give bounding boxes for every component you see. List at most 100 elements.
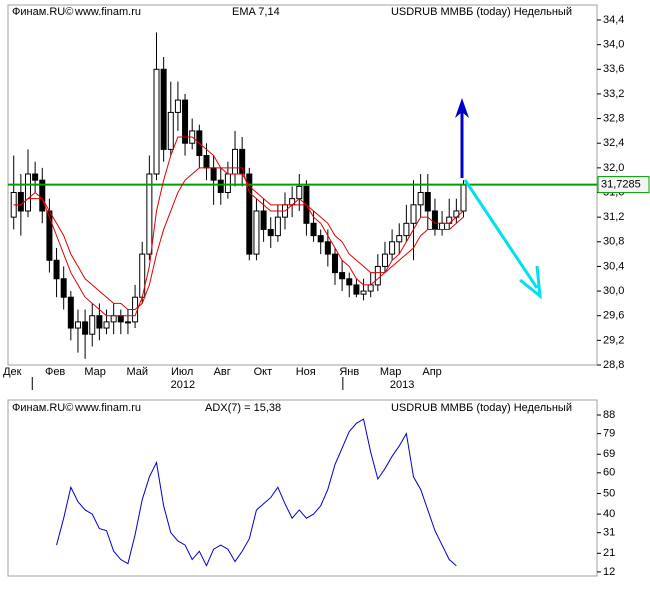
candle-body (396, 235, 403, 243)
instrument: USDRUB ММВБ (today) Недельный (391, 402, 572, 414)
x-tick-label: Фев (45, 366, 65, 378)
candle-body (260, 210, 267, 230)
candle-body (160, 68, 167, 150)
candle-body (417, 192, 424, 206)
candle-body (124, 321, 131, 324)
x-tick-label: Авг (214, 366, 231, 378)
candle-body (353, 284, 360, 295)
y-tick-label: 50 (603, 487, 615, 499)
candle-body (246, 173, 253, 255)
candle-body (239, 148, 246, 175)
x-tick-label: Янв (339, 366, 359, 378)
candle-body (74, 321, 81, 329)
year-label: 2013 (390, 379, 414, 391)
y-tick-label: 31 (603, 527, 615, 539)
source: Финам.RU© (12, 402, 73, 414)
candle-body (117, 315, 124, 323)
marks: 28,829,229,630,030,430,831,231,632,032,4… (3, 14, 650, 578)
y-tick-label: 33,2 (603, 88, 624, 100)
candle-body (203, 155, 210, 169)
year-label: 2012 (171, 379, 195, 391)
candle-body (24, 173, 31, 212)
y-tick-label: 21 (603, 547, 615, 559)
candle-body (274, 216, 281, 237)
y-tick-label: 29,2 (603, 334, 624, 346)
candle-body (331, 253, 338, 274)
y-tick-label: 29,6 (603, 310, 624, 322)
y-tick-label: 31,2 (603, 211, 624, 223)
candle-body (381, 253, 388, 267)
candle-body (82, 321, 89, 335)
candle-body (431, 210, 438, 230)
x-tick-label: Июл (171, 366, 193, 378)
candle-body (339, 272, 346, 280)
site: www.finam.ru (74, 402, 141, 414)
candle-body (360, 290, 367, 295)
candle-body (32, 173, 39, 181)
candle-body (53, 259, 60, 280)
candle-body (253, 210, 260, 255)
x-tick-label: Апр (422, 366, 441, 378)
candle-body (167, 111, 174, 150)
candle-body (439, 222, 446, 230)
site: www.finam.ru (74, 6, 141, 18)
candle-body (310, 222, 317, 237)
candle-body (17, 192, 24, 212)
candle-body (153, 68, 160, 175)
indicator-title: ADX(7) = 15,38 (205, 402, 281, 414)
price-label-box (597, 176, 650, 194)
y-tick-label: 69 (603, 448, 615, 460)
y-tick-label: 88 (603, 409, 615, 421)
y-tick-label: 79 (603, 427, 615, 439)
candle-body (39, 179, 46, 212)
candle-body (232, 148, 239, 175)
x-tick-label: Окт (254, 366, 273, 378)
y-tick-label: 34,0 (603, 39, 624, 51)
series-line (56, 418, 457, 567)
y-tick-label: 32,4 (603, 137, 624, 149)
y-tick-label: 30,0 (603, 285, 624, 297)
candle-body (317, 235, 324, 243)
y-tick-label: 60 (603, 467, 615, 479)
x-tick-label: Мар (84, 366, 106, 378)
series-line (13, 136, 464, 317)
candle-body (67, 296, 74, 329)
candle-body (296, 185, 303, 200)
x-tick-label: Дек (3, 366, 22, 378)
candle-body (410, 204, 417, 224)
price-label: 31,7285 (601, 178, 641, 190)
candle-body (210, 167, 217, 181)
candle-body (224, 173, 231, 193)
y-tick-label: 32,8 (603, 112, 624, 124)
indicator-title: EMA 7,14 (232, 6, 280, 18)
y-tick-label: 34,4 (603, 14, 624, 26)
candle-body (267, 228, 274, 237)
down-arrow-head (519, 265, 542, 300)
candle-body (367, 284, 374, 292)
candle-body (403, 222, 410, 237)
x-tick-label: Мар (380, 366, 402, 378)
candle-body (217, 179, 224, 194)
x-tick-label: Май (126, 366, 148, 378)
candle-body (389, 241, 396, 255)
candle-body (110, 315, 117, 323)
y-tick-label: 28,8 (603, 359, 624, 371)
y-tick-label: 12 (603, 566, 615, 578)
candle-body (103, 321, 110, 329)
candle-body (60, 278, 67, 298)
candle-body (89, 315, 96, 335)
candle-body (460, 183, 467, 212)
adx-panel (7, 399, 598, 577)
source: Финам.RU© (12, 6, 73, 18)
y-tick-label: 30,4 (603, 260, 624, 272)
x-tick-label: Ноя (296, 366, 316, 378)
candle-body (146, 173, 153, 255)
y-tick-label: 40 (603, 508, 615, 520)
candle-body (174, 99, 181, 113)
candle-body (324, 241, 331, 255)
series-line (13, 167, 464, 311)
candle-body (424, 192, 431, 212)
down-arrow (463, 179, 539, 289)
candle-body (96, 315, 103, 329)
